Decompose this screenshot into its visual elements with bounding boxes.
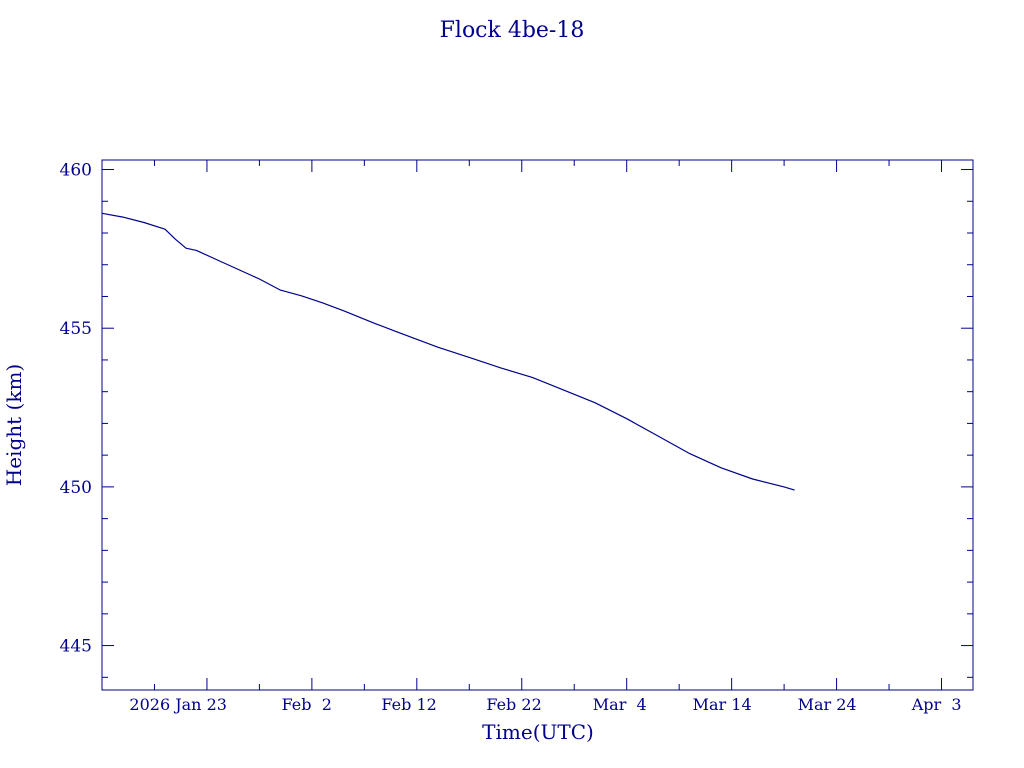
- x-tick-label: 2026 Jan 23: [129, 695, 227, 714]
- x-axis-ticks: 2026 Jan 23 Feb 2 Feb 12 Feb 22 Mar 4 Mar 14 M…: [101, 160, 962, 714]
- plot-frame: [101, 159, 974, 691]
- y-tick-label: 450: [60, 478, 92, 498]
- y-axis-label: Height (km): [2, 364, 26, 486]
- chart-title: Flock 4be-18: [440, 18, 585, 43]
- x-tick-label: Feb 12: [381, 695, 436, 714]
- x-tick-label: Mar 24: [798, 695, 857, 714]
- x-tick-label: Feb 2: [282, 695, 332, 714]
- x-tick-label: Mar 14: [693, 695, 752, 714]
- x-tick-label: Mar 4: [593, 695, 647, 714]
- y-tick-label: 460: [60, 161, 92, 181]
- x-tick-label: Apr 3: [911, 695, 962, 714]
- y-tick-label: 455: [60, 319, 92, 339]
- series-line: [101, 212, 795, 491]
- x-tick-label: Feb 22: [486, 695, 541, 714]
- series-group: [101, 212, 795, 491]
- y-axis-ticks: 445 450 455 460: [60, 161, 973, 678]
- y-tick-label: 445: [60, 637, 92, 657]
- x-axis-label: Time(UTC): [482, 720, 594, 744]
